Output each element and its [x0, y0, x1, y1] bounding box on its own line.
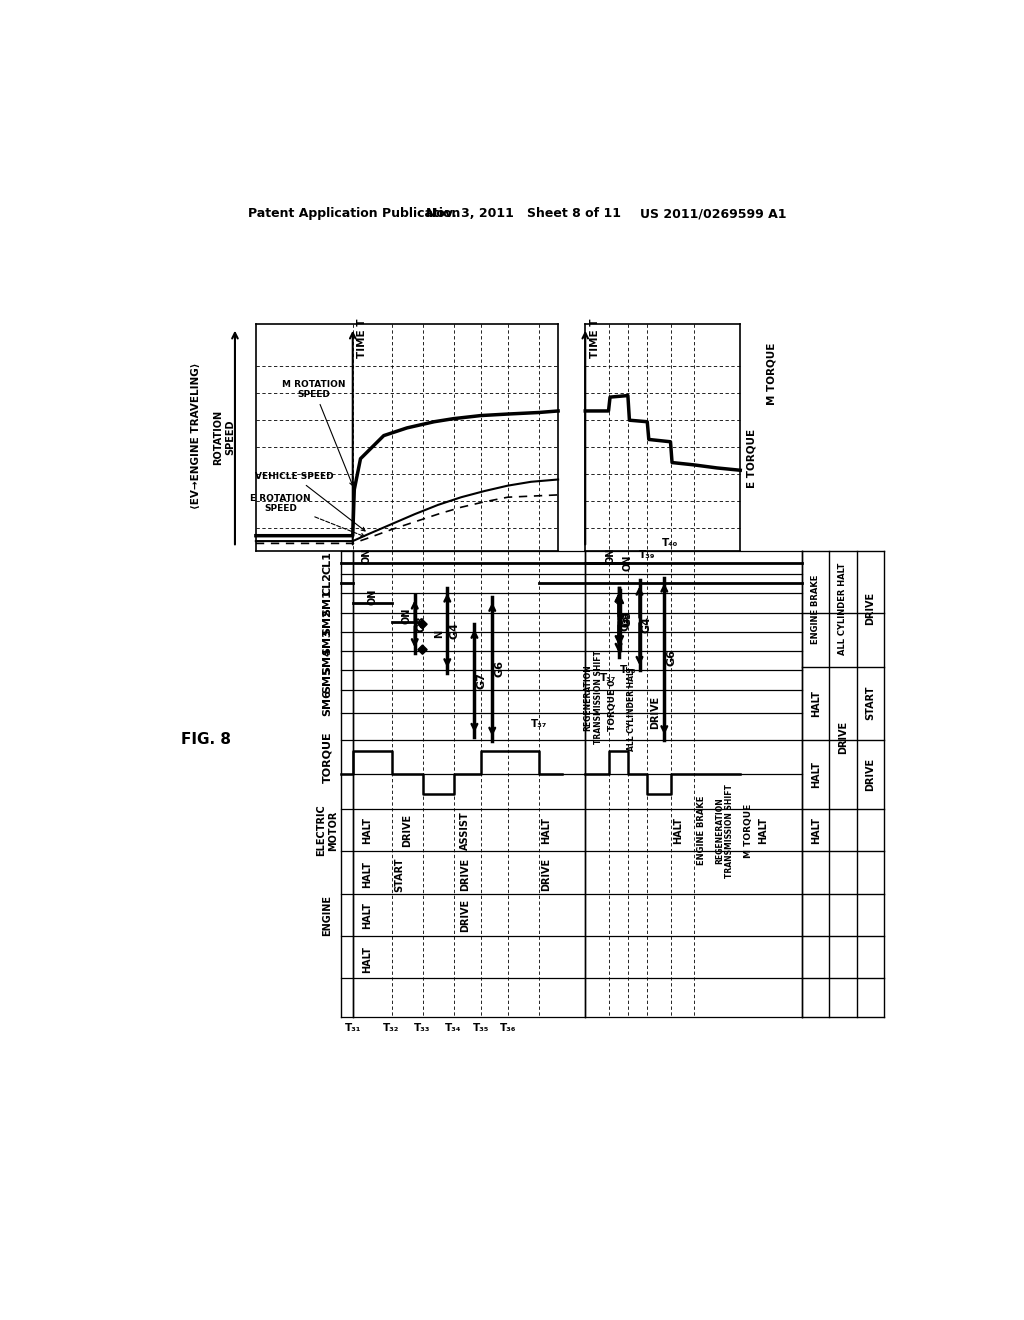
Text: T₃₂: T₃₂ [383, 1023, 399, 1034]
Text: T₃₈: T₃₈ [620, 665, 636, 675]
Text: T₃₉: T₃₉ [639, 549, 655, 560]
Text: DRIVE: DRIVE [402, 814, 412, 847]
Text: M ROTATION
SPEED: M ROTATION SPEED [283, 380, 353, 486]
Text: HALT: HALT [361, 902, 372, 929]
Text: ENGINE BRAKE: ENGINE BRAKE [811, 574, 820, 644]
Text: START: START [865, 686, 876, 721]
Text: ALL CYLINDER HALT: ALL CYLINDER HALT [628, 667, 636, 751]
Text: SM4: SM4 [323, 647, 332, 675]
Text: ON: ON [402, 607, 412, 624]
Text: T₃₇: T₃₇ [530, 719, 547, 729]
Text: G6: G6 [667, 649, 676, 665]
Text: TORQUE: TORQUE [323, 731, 332, 783]
Text: TORQUE 0: TORQUE 0 [608, 680, 616, 731]
Text: DRIVE: DRIVE [460, 899, 470, 932]
Text: Patent Application Publication: Patent Application Publication [248, 207, 461, 220]
Text: ON: ON [606, 548, 615, 564]
Text: G3: G3 [621, 614, 631, 631]
Text: G6: G6 [495, 660, 504, 677]
Text: M TORQUE: M TORQUE [743, 804, 753, 858]
Text: M TORQUE: M TORQUE [766, 343, 776, 405]
Text: ON: ON [361, 548, 372, 564]
Text: ON: ON [368, 589, 378, 605]
Text: DRIVE: DRIVE [865, 758, 876, 791]
Text: ASSIST: ASSIST [460, 812, 470, 850]
Text: G4: G4 [641, 615, 651, 632]
Text: HALT: HALT [673, 817, 683, 843]
Text: ON: ON [623, 554, 633, 570]
Text: SM3: SM3 [323, 628, 332, 655]
Text: ENGINE BRAKE: ENGINE BRAKE [697, 796, 706, 866]
Text: ALL CYLINDER HALT: ALL CYLINDER HALT [839, 562, 848, 655]
Text: T₃₁: T₃₁ [344, 1023, 360, 1034]
Text: TIME T: TIME T [357, 318, 367, 358]
Text: T₄₀: T₄₀ [663, 539, 679, 548]
Text: REGENERATION
TRANSMISSION SHIFT: REGENERATION TRANSMISSION SHIFT [715, 784, 734, 878]
Text: SM5: SM5 [323, 667, 332, 693]
Text: Nov. 3, 2011   Sheet 8 of 11: Nov. 3, 2011 Sheet 8 of 11 [426, 207, 622, 220]
Text: HALT: HALT [361, 945, 372, 973]
Text: DRIVE: DRIVE [460, 858, 470, 891]
Text: ENGINE: ENGINE [323, 895, 332, 936]
Text: HALT: HALT [361, 861, 372, 888]
Text: T₃₆: T₃₆ [500, 1023, 516, 1034]
Text: T₃₅: T₃₅ [472, 1023, 488, 1034]
Text: G4: G4 [450, 622, 460, 639]
Text: HALT: HALT [542, 817, 552, 843]
Text: US 2011/0269599 A1: US 2011/0269599 A1 [640, 207, 786, 220]
Text: CL1: CL1 [323, 552, 332, 574]
Text: SM6: SM6 [323, 689, 332, 717]
Text: HALT: HALT [759, 817, 768, 843]
Text: ⟨EV→ENGINE TRAVELING⟩: ⟨EV→ENGINE TRAVELING⟩ [191, 363, 201, 508]
Text: G3: G3 [621, 610, 631, 627]
Text: DRIVE: DRIVE [865, 593, 876, 626]
Text: CL2: CL2 [323, 572, 332, 595]
Text: G3: G3 [417, 615, 427, 632]
Text: ROTATION
SPEED: ROTATION SPEED [213, 409, 234, 465]
Text: T₃₃: T₃₃ [415, 1023, 431, 1034]
Text: TIME T: TIME T [590, 318, 599, 358]
Text: ELECTRIC
MOTOR: ELECTRIC MOTOR [316, 805, 338, 857]
Text: HALT: HALT [811, 817, 821, 843]
Text: SM2: SM2 [323, 609, 332, 635]
Text: SM1: SM1 [323, 589, 332, 616]
Text: DRIVE: DRIVE [650, 696, 660, 730]
Text: T₃₇: T₃₇ [600, 673, 616, 682]
Text: HALT: HALT [361, 817, 372, 843]
Text: N: N [434, 630, 444, 638]
Text: E TORQUE: E TORQUE [746, 429, 757, 488]
Text: HALT: HALT [811, 760, 821, 788]
Text: DRIVE: DRIVE [838, 721, 848, 755]
Text: G7: G7 [476, 672, 486, 689]
Text: G3: G3 [623, 610, 632, 627]
Text: REGENERATION
TRANSMISSION SHIFT: REGENERATION TRANSMISSION SHIFT [584, 651, 603, 744]
Text: E ROTATION
SPEED: E ROTATION SPEED [250, 494, 365, 537]
Text: FIG. 8: FIG. 8 [180, 733, 230, 747]
Text: START: START [394, 857, 404, 892]
Text: HALT: HALT [811, 689, 821, 717]
Text: DRIVE: DRIVE [542, 858, 552, 891]
Polygon shape [418, 619, 427, 628]
Text: T₃₄: T₃₄ [445, 1023, 462, 1034]
Text: VEHICLE SPEED: VEHICLE SPEED [255, 473, 366, 531]
Polygon shape [418, 645, 427, 655]
